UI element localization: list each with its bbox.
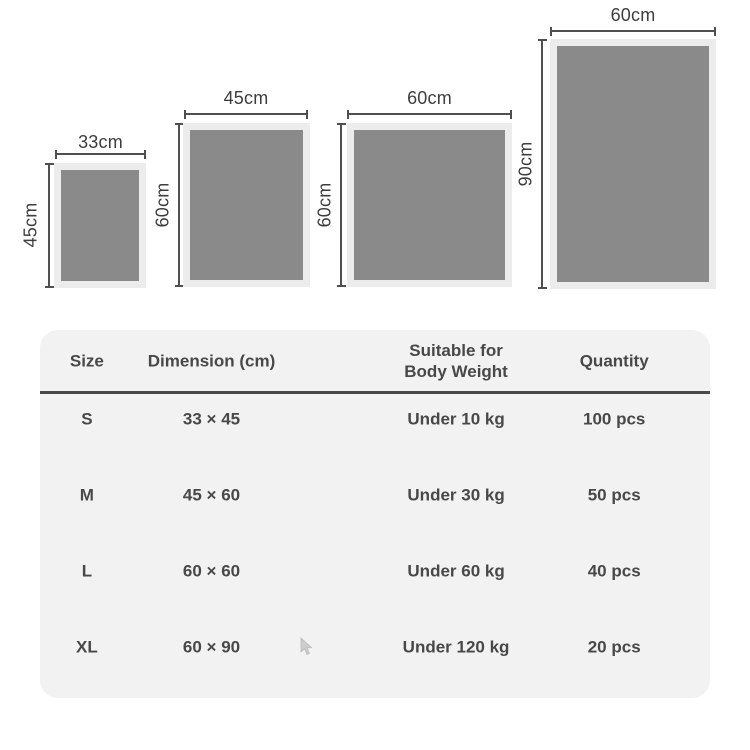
table-row-s: S 33 × 45 Under 10 kg 100 pcs [40,381,710,457]
mat-xl-height-label: 90cm [515,141,536,187]
mat-s-width-label: 33cm [78,132,123,152]
size-table: Size Dimension (cm) Suitable for Body We… [40,330,710,698]
mat-xl-width-label: 60cm [610,5,656,25]
table-row-xl: XL 60 × 90 Under 120 kg 20 pcs [40,609,710,685]
cell-quantity: 50 pcs [587,485,641,505]
mat-s-width-dimension-line [55,150,146,159]
header-weight: Suitable for Body Weight [404,340,508,381]
mat-l-height-dimension-line [337,123,346,287]
mat-l-height-label: 60cm [314,182,335,228]
cell-size: L [81,561,93,581]
mouse-cursor-icon [300,637,313,656]
cell-dimension: 45 × 60 [182,485,241,505]
header-dimension: Dimension (cm) [147,350,276,370]
cell-size: S [81,409,93,429]
mat-m-width-label: 45cm [223,88,269,108]
mat-xl-width-dimension-line [550,27,716,36]
cell-weight: Under 10 kg [407,409,505,429]
table-row-m: M 45 × 60 Under 30 kg 50 pcs [40,457,710,533]
mat-m-surface [190,130,303,280]
table-row-l: L 60 × 60 Under 60 kg 40 pcs [40,533,710,609]
cell-quantity: 100 pcs [582,409,646,429]
mat-xl-height-dimension-line [538,39,547,289]
cell-size: XL [76,637,98,657]
cell-weight: Under 120 kg [402,637,510,657]
cell-quantity: 20 pcs [587,637,641,657]
mat-xl-surface [557,46,709,282]
cell-size: M [79,485,94,505]
cell-dimension: 60 × 90 [182,637,241,657]
cell-weight: Under 60 kg [407,561,505,581]
mat-l-width-dimension-line [347,110,512,119]
mat-xl [550,39,716,289]
header-quantity: Quantity [579,350,649,370]
table-header-row: Size Dimension (cm) Suitable for Body We… [40,330,710,391]
header-divider [40,391,710,394]
mat-s [54,163,146,288]
mat-m-height-label: 60cm [152,182,173,228]
mat-l-width-label: 60cm [407,88,452,108]
mat-m-height-dimension-line [175,123,184,287]
mat-m-width-dimension-line [184,110,308,119]
cell-weight: Under 30 kg [407,485,505,505]
mat-s-height-label: 45cm [20,202,41,248]
cell-dimension: 33 × 45 [182,409,241,429]
mat-s-surface [61,170,139,281]
cell-dimension: 60 × 60 [182,561,241,581]
mat-s-height-dimension-line [45,163,54,288]
mat-l-surface [354,130,505,280]
header-size: Size [69,350,104,370]
mat-m [183,123,310,287]
cell-quantity: 40 pcs [587,561,641,581]
mat-l [347,123,512,287]
